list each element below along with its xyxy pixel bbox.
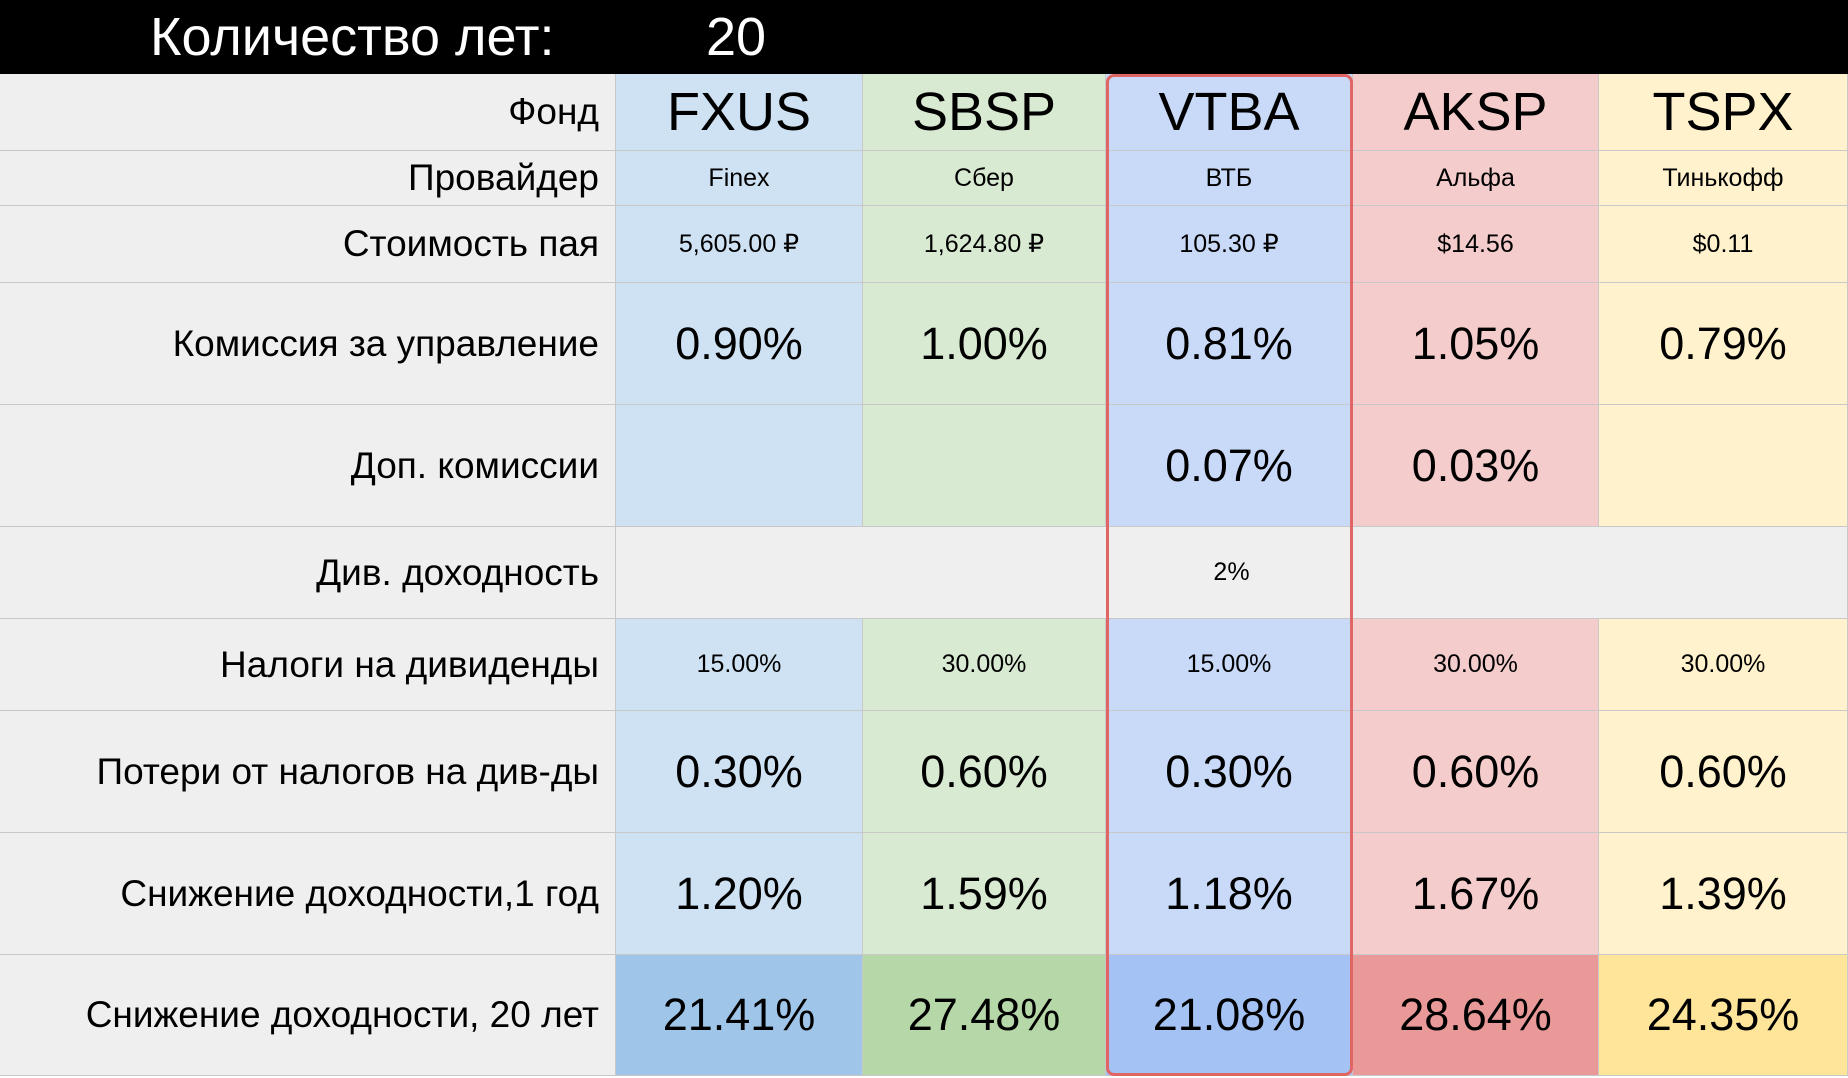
fund-cell: TSPX	[1599, 74, 1848, 151]
fund-cell: 21.08%	[1106, 955, 1353, 1076]
fund-cell: Альфа	[1353, 151, 1599, 206]
fund-cell: 0.81%	[1106, 283, 1353, 405]
fund-cell: 1.05%	[1353, 283, 1599, 405]
fund-cell: 30.00%	[1353, 619, 1599, 711]
fund-cell: $14.56	[1353, 206, 1599, 283]
fund-cell: 30.00%	[1599, 619, 1848, 711]
fund-cell: 28.64%	[1353, 955, 1599, 1076]
fund-cell: VTBA	[1106, 74, 1353, 151]
fund-cell	[863, 405, 1106, 527]
fund-cell: 15.00%	[616, 619, 863, 711]
row-label: Комиссия за управление	[0, 283, 616, 405]
fund-cell: 30.00%	[863, 619, 1106, 711]
fund-cell: Сбер	[863, 151, 1106, 206]
years-value: 20	[706, 7, 767, 67]
fund-cell: 27.48%	[863, 955, 1106, 1076]
fund-cell: 5,605.00 ₽	[616, 206, 863, 283]
fund-cell: 1.00%	[863, 283, 1106, 405]
row-label: Налоги на дивиденды	[0, 619, 616, 711]
highlight	[1106, 74, 1353, 1076]
fund-cell: 24.35%	[1599, 955, 1848, 1076]
years-label: Количество лет:	[150, 7, 555, 67]
fund-cell: 0.03%	[1353, 405, 1599, 527]
fund-cell	[1599, 405, 1848, 527]
fund-cell: 0.79%	[1599, 283, 1848, 405]
header: Количество лет: 20	[0, 0, 1848, 74]
fund-cell: 0.30%	[616, 711, 863, 833]
fund-cell: 1.18%	[1106, 833, 1353, 955]
fund-cell: 0.60%	[1353, 711, 1599, 833]
fund-cell: SBSP	[863, 74, 1106, 151]
row-label: Снижение доходности,1 год	[0, 833, 616, 955]
fund-cell: 1.59%	[863, 833, 1106, 955]
fund-cell: 0.07%	[1106, 405, 1353, 527]
row-label: Стоимость пая	[0, 206, 616, 283]
fund-cell: $0.11	[1599, 206, 1848, 283]
fund-cell: 1.67%	[1353, 833, 1599, 955]
fund-cell: 0.60%	[1599, 711, 1848, 833]
fund-cell	[616, 405, 863, 527]
fund-cell: Тинькофф	[1599, 151, 1848, 206]
row-label: Провайдер	[0, 151, 616, 206]
div-yield: 2%	[616, 527, 1848, 619]
fund-cell: 0.30%	[1106, 711, 1353, 833]
fund-cell: 21.41%	[616, 955, 863, 1076]
fund-cell: FXUS	[616, 74, 863, 151]
row-label: Снижение доходности, 20 лет	[0, 955, 616, 1076]
row-label: Фонд	[0, 74, 616, 151]
fund-cell: ВТБ	[1106, 151, 1353, 206]
row-label: Доп. комиссии	[0, 405, 616, 527]
fund-cell: 0.90%	[616, 283, 863, 405]
fund-cell: 1,624.80 ₽	[863, 206, 1106, 283]
row-label: Потери от налогов на див-ды	[0, 711, 616, 833]
fund-cell: 15.00%	[1106, 619, 1353, 711]
fund-cell: Finex	[616, 151, 863, 206]
row-label: Див. доходность	[0, 527, 616, 619]
fund-cell: 0.60%	[863, 711, 1106, 833]
fund-cell: AKSP	[1353, 74, 1599, 151]
fund-cell: 1.20%	[616, 833, 863, 955]
fund-cell: 1.39%	[1599, 833, 1848, 955]
